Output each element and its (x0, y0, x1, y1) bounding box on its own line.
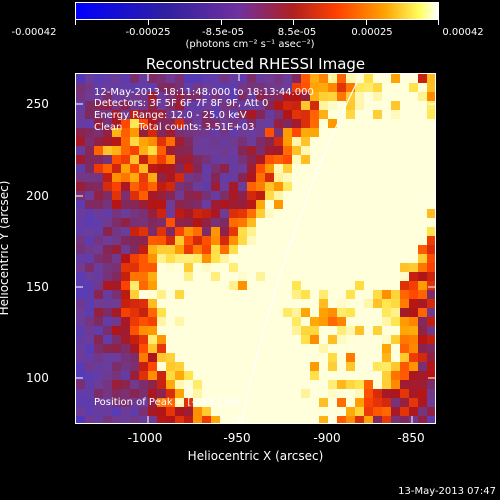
heatmap-cells (76, 74, 435, 423)
solar-limb-line (240, 74, 362, 423)
colorbar-tick-mark (366, 20, 367, 25)
annotation-peak-position: Position of Peak = [-893,196] (94, 397, 241, 408)
colorbar-tick-label: 0.00025 (351, 27, 393, 38)
x-tick-label: -950 (223, 431, 251, 445)
y-axis-label-text: Heliocentric Y (arcsec) (0, 180, 11, 316)
colorbar-tick-label: -0.00025 (125, 27, 171, 38)
annotation-time-range: 12-May-2013 18:11:48.000 to 18:13:44.000 (94, 87, 314, 98)
colorbar-tick-label: 0.00042 (442, 27, 484, 38)
colorbar-tick-mark (148, 20, 149, 25)
x-axis-label: Heliocentric X (arcsec) (187, 449, 324, 463)
colorbar-units: (photons cm⁻² s⁻¹ asec⁻²) (185, 39, 315, 50)
annotation-energy-range: Energy Range: 12.0 - 25.0 keV (94, 110, 247, 121)
annotation-detectors: Detectors: 3F 5F 6F 7F 8F 9F, Att 0 (94, 98, 269, 109)
heatmap-image (76, 74, 435, 423)
annotation-clean-counts: Clean Total counts: 3.51E+03 (94, 122, 255, 133)
plot-title: Reconstructed RHESSI Image (145, 55, 366, 73)
x-tick-label: -900 (313, 431, 341, 445)
y-tick-label: 200 (26, 189, 49, 203)
colorbar-tick-mark (293, 20, 294, 25)
image-plot (75, 73, 436, 424)
colorbar (75, 2, 439, 20)
footer-timestamp: 13-May-2013 07:47 (398, 486, 496, 497)
colorbar-tick-mark (75, 20, 76, 25)
colorbar-tick-label: -0.00042 (11, 27, 57, 38)
x-tick-label: -1000 (127, 431, 163, 445)
colorbar-tick-mark (438, 20, 439, 25)
colorbar-tick-label: -8.5e-05 (202, 27, 244, 38)
y-tick-label: 150 (26, 280, 49, 294)
colorbar-tick-label: 8.5e-05 (277, 27, 317, 38)
y-tick-label: 250 (26, 97, 49, 111)
x-tick-label: -850 (397, 431, 425, 445)
y-tick-label: 100 (26, 371, 49, 385)
colorbar-tick-mark (221, 20, 222, 25)
